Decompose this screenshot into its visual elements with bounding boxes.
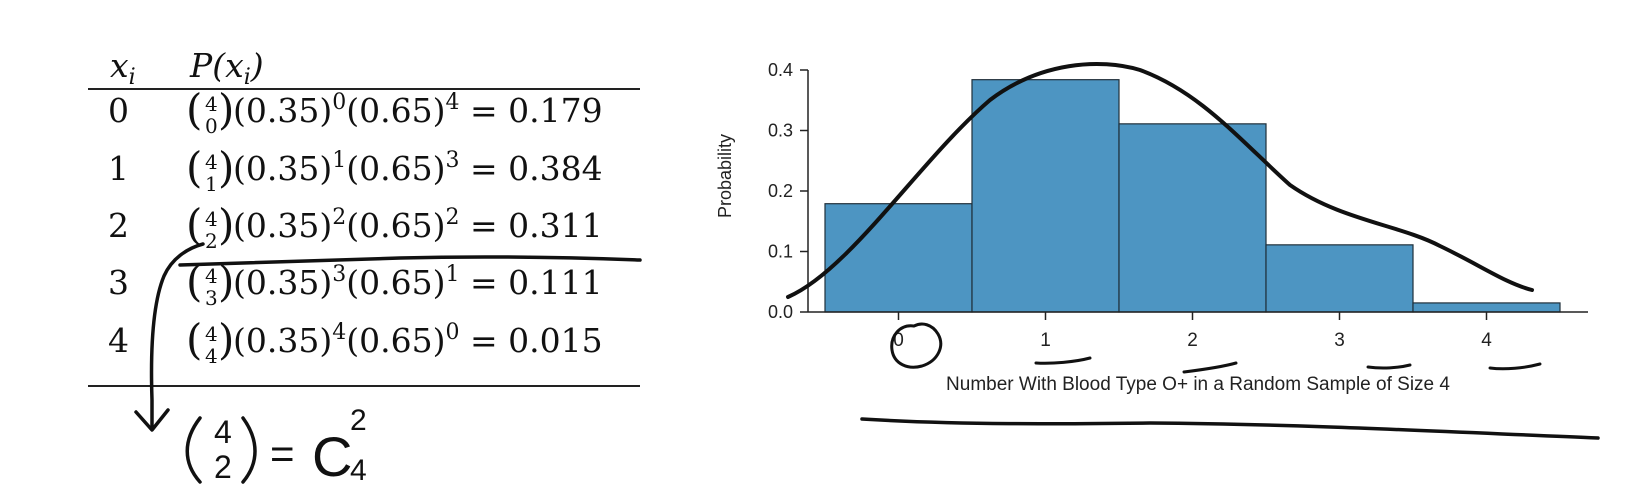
handwritten-tick-mark-2 (1182, 361, 1238, 374)
bars (824, 79, 1561, 313)
row-x-value: 1 (108, 149, 129, 188)
binom-right-paren: ) (218, 257, 234, 306)
bar-1 (971, 79, 1120, 313)
row-x-value: 3 (108, 263, 129, 302)
bar-2 (1118, 123, 1267, 313)
y-axis-title: Probability (715, 134, 735, 218)
hand-equals: = (270, 430, 295, 477)
binom-k: 0 (205, 114, 218, 138)
binom-left-paren: ( (186, 315, 202, 364)
handwritten-underline-xlabel (860, 417, 1600, 440)
binom-left-paren: ( (186, 257, 202, 306)
binom-n: 4 (205, 150, 218, 174)
table-row: 2(42)(0.35)2(0.65)2 = 0.311 (108, 200, 603, 253)
x-tick-label: 1 (1040, 330, 1051, 351)
bar-3 (1265, 244, 1414, 313)
binom-left-paren: ( (186, 85, 202, 134)
binom-n: 4 (205, 92, 218, 116)
table-row: 1(41)(0.35)1(0.65)3 = 0.384 (108, 143, 603, 196)
handwritten-underline-row-2 (178, 255, 642, 267)
handwritten-equation: 4 2 = C 2 4 (185, 404, 367, 488)
hand-c-superscript: 2 (350, 404, 367, 437)
handwritten-arrow-stem (149, 242, 205, 428)
hand-c-subscript: 4 (350, 454, 367, 487)
row-formula: (0.35)2(0.65)2 = 0.311 (233, 205, 603, 245)
bar-4 (1412, 302, 1561, 313)
table-rows: 0(40)(0.35)0(0.65)4 = 0.1791(41)(0.35)1(… (108, 85, 603, 368)
hand-c-letter: C (312, 425, 352, 488)
x-tick-label: 3 (1334, 330, 1345, 351)
row-formula: (0.35)4(0.65)0 = 0.015 (233, 320, 603, 360)
hand-left-paren (185, 416, 202, 484)
table-row: 3(43)(0.35)3(0.65)1 = 0.111 (108, 257, 603, 310)
row-x-value: 0 (108, 91, 129, 130)
y-ticks: 0.0 0.1 0.2 0.3 0.4 (768, 60, 808, 322)
y-tick-label: 0.1 (768, 242, 793, 262)
histogram-chart: 0.0 0.1 0.2 0.3 0.4 0 1 2 3 4 Probability Number… (715, 60, 1588, 395)
hand-binom-top: 4 (214, 414, 232, 450)
binom-n: 4 (205, 207, 218, 231)
handwritten-table-annotations: 4 2 = C 2 4 (134, 242, 642, 488)
table-row: 4(44)(0.35)4(0.65)0 = 0.015 (108, 315, 603, 368)
binom-n: 4 (205, 322, 218, 346)
hand-right-paren (241, 416, 257, 484)
bar-0 (824, 203, 973, 313)
row-x-value: 2 (108, 206, 129, 245)
handwritten-tick-mark-1 (1034, 356, 1092, 365)
handwritten-chart-annotations (786, 61, 1600, 440)
binom-left-paren: ( (186, 143, 202, 192)
binom-right-paren: ) (218, 85, 234, 134)
x-tick-label: 2 (1187, 330, 1198, 351)
table-row: 0(40)(0.35)0(0.65)4 = 0.179 (108, 85, 603, 138)
binom-k: 2 (205, 229, 218, 253)
y-tick-label: 0.2 (768, 181, 793, 201)
binom-n: 4 (205, 264, 218, 288)
handwritten-tick-mark-4 (1488, 362, 1542, 371)
row-formula: (0.35)0(0.65)4 = 0.179 (233, 90, 603, 130)
y-tick-label: 0.3 (768, 121, 793, 141)
header-x-label: xi (110, 46, 136, 90)
handwritten-circle-zero (890, 322, 943, 369)
hand-binom-bottom: 2 (214, 449, 232, 485)
binom-k: 4 (205, 344, 218, 368)
handwritten-arrow-head (134, 408, 170, 432)
handwritten-curve (786, 61, 1534, 299)
binom-right-paren: ) (218, 143, 234, 192)
y-tick-label: 0.4 (768, 60, 793, 80)
binom-left-paren: ( (186, 200, 202, 249)
table-header: xi P(xi) (110, 46, 264, 90)
row-x-value: 4 (108, 321, 129, 360)
row-formula: (0.35)3(0.65)1 = 0.111 (233, 262, 603, 302)
x-tick-label: 4 (1481, 330, 1492, 351)
binom-k: 3 (205, 286, 218, 310)
y-tick-label: 0.0 (768, 302, 793, 322)
row-formula: (0.35)1(0.65)3 = 0.384 (233, 148, 603, 188)
binom-k: 1 (205, 172, 218, 196)
x-tick-label: 0 (893, 330, 904, 351)
handwritten-tick-mark-3 (1366, 363, 1412, 370)
probability-table: xi P(xi) 0(40)(0.35)0(0.65)4 = 0.1791(41… (88, 46, 640, 387)
binom-right-paren: ) (218, 200, 234, 249)
binom-right-paren: ) (218, 315, 234, 364)
x-ticks: 0 1 2 3 4 (893, 312, 1492, 351)
x-axis-title: Number With Blood Type O+ in a Random Sa… (946, 374, 1450, 395)
header-p-label: P(xi) (189, 46, 264, 90)
